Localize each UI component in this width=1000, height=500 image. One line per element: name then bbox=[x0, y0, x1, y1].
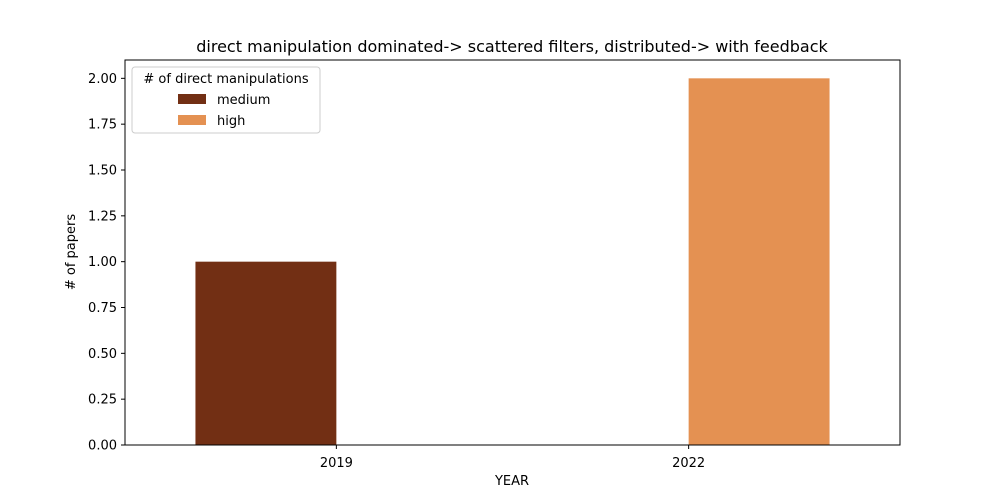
y-tick-label: 1.50 bbox=[88, 164, 117, 179]
y-axis: 0.00 0.25 0.50 0.75 1.00 1.25 1.50 1.75 2.00 bbox=[88, 72, 125, 454]
y-tick-label: 2.00 bbox=[88, 72, 117, 87]
legend-swatch-high bbox=[178, 115, 206, 125]
legend-label-high: high bbox=[217, 114, 245, 129]
y-axis-label: # of papers bbox=[64, 214, 79, 291]
legend-title: # of direct manipulations bbox=[143, 72, 308, 87]
y-tick-label: 0.25 bbox=[88, 393, 117, 408]
plot-frame bbox=[124, 59, 901, 446]
bar-high-2022 bbox=[688, 78, 830, 445]
bar-medium-2019 bbox=[195, 261, 337, 445]
x-axis: 2019 2022 bbox=[320, 445, 705, 471]
chart-title: direct manipulation dominated-> scattere… bbox=[196, 37, 828, 56]
x-tick-label: 2022 bbox=[672, 456, 705, 471]
y-tick-label: 0.00 bbox=[88, 439, 117, 454]
legend: # of direct manipulations medium high bbox=[131, 66, 321, 134]
legend-swatch-medium bbox=[178, 94, 206, 104]
y-tick-label: 1.75 bbox=[88, 118, 117, 133]
y-tick-label: 0.75 bbox=[88, 301, 117, 316]
bars bbox=[195, 78, 830, 445]
y-tick-label: 0.50 bbox=[88, 347, 117, 362]
y-tick-label: 1.00 bbox=[88, 255, 117, 270]
legend-label-medium: medium bbox=[217, 93, 270, 108]
x-axis-label: YEAR bbox=[494, 474, 529, 489]
y-tick-label: 1.25 bbox=[88, 209, 117, 224]
x-tick-label: 2019 bbox=[320, 456, 353, 471]
